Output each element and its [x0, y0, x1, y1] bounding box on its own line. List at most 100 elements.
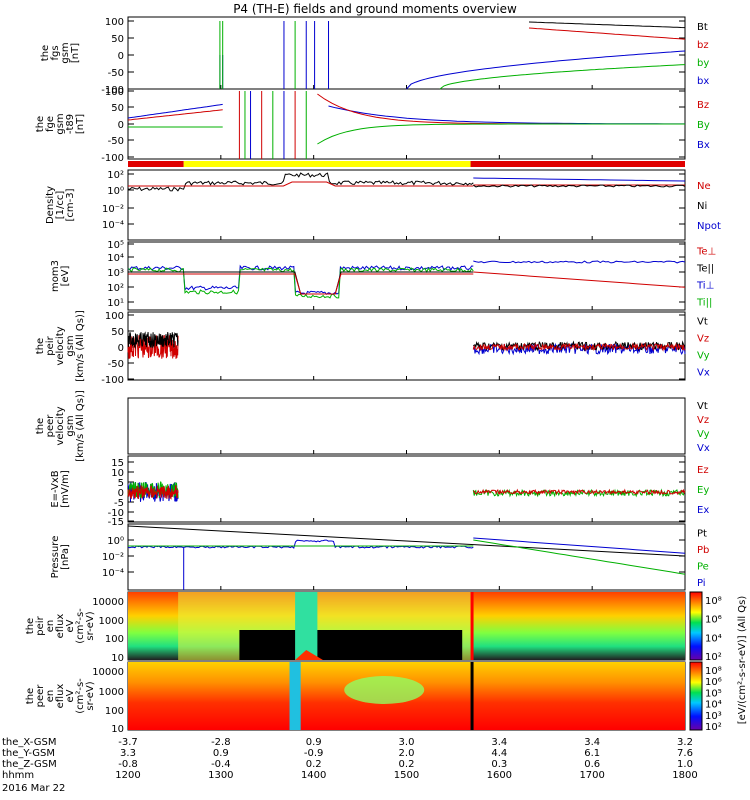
x-axis-value: 0.6	[584, 759, 600, 770]
series-Pt	[127, 525, 686, 557]
tick-label: 10⁵	[107, 240, 124, 251]
legend-entry: bz	[697, 40, 709, 51]
tick-label: 0	[118, 120, 124, 131]
series-Te-b	[473, 271, 686, 288]
x-axis-value: -0.4	[211, 759, 231, 770]
ylabel-line: fgs	[50, 45, 61, 60]
ylabel-efield: E=-VxB [mV/m]	[50, 470, 71, 508]
tick-label: 5	[118, 478, 124, 489]
x-axis-value: 2.0	[399, 748, 415, 759]
colorbar-tick: 10⁴	[705, 633, 722, 644]
series-Pe-b	[473, 539, 686, 575]
plot-title: P4 (TH-E) fields and ground moments over…	[233, 2, 517, 16]
tick-label: 10⁻²	[102, 204, 124, 215]
tick-label: 10²	[107, 283, 124, 294]
ylabel-line: the	[35, 116, 46, 132]
series-Ti-perp	[127, 264, 474, 296]
ylabel-line: [mV/m]	[60, 470, 71, 508]
legend-entry: Ez	[697, 465, 709, 476]
x-axis-value: -2.8	[211, 737, 231, 748]
legend-entry: Ex	[697, 505, 709, 516]
ylabel-line: the	[35, 418, 46, 434]
tick-label: 50	[111, 327, 124, 338]
legend-entry: Bz	[697, 100, 709, 111]
series-Te-par	[128, 271, 474, 295]
tick-label: -50	[108, 359, 124, 370]
tick-label: -5	[114, 498, 124, 509]
series-Npot	[473, 177, 686, 182]
ylabel-line: [km/s (All Qs)]	[75, 310, 86, 382]
panel-frame-press	[127, 523, 686, 591]
bar-red-2	[470, 161, 685, 167]
series-Vz-veli-b	[472, 342, 686, 352]
legend-entry: Ey	[697, 485, 709, 496]
ylabel-line: sr-eV)	[85, 681, 96, 710]
legend-entry: Te||	[696, 264, 714, 275]
date-label: 2016 Mar 22	[2, 783, 66, 794]
x-axis-value: 0.9	[213, 748, 229, 759]
colorbar-tick: 10⁵	[705, 688, 722, 699]
ylabel-fge: the fge gsm -t89 [nT]	[35, 113, 86, 134]
tick-label: 15	[111, 458, 124, 469]
colorbar-tick: 10²	[705, 722, 722, 733]
panel-frame-temp	[127, 241, 686, 311]
x-axis-row-label: the_Y-GSM	[2, 748, 55, 759]
tick-label: 0	[118, 51, 124, 62]
ylabel-fgs: the fgs gsm [nT]	[40, 42, 81, 63]
legend-entry: Bx	[697, 140, 710, 151]
ylabel-line: the	[35, 338, 46, 354]
legend-entry: Vt	[697, 401, 708, 412]
legend-entry: By	[697, 120, 710, 131]
ion-spectrogram-black	[239, 630, 463, 660]
legend-entry: Pt	[697, 528, 707, 539]
tick-label: 10	[111, 724, 124, 735]
series-Ey-b	[472, 488, 686, 498]
ylabel-line: mom3	[50, 260, 61, 292]
series-Bz-fge	[127, 109, 223, 121]
ylabel-line: gsm	[65, 415, 76, 436]
legend-entry: Vy	[697, 429, 710, 440]
ylabel-line: Density	[45, 186, 56, 224]
colorbar	[689, 591, 703, 661]
ylabel-line: peir	[45, 335, 56, 355]
ylabel-line: gsm	[65, 335, 76, 356]
series-Bx-fge-b	[328, 105, 685, 125]
tick-label: 0	[118, 488, 124, 499]
tick-label: -100	[101, 153, 124, 164]
ion-spectrogram-band	[295, 592, 318, 660]
bar-red	[128, 161, 184, 167]
x-axis-value: 0.2	[399, 759, 415, 770]
x-axis-value: -3.7	[118, 737, 138, 748]
tick-label: 10000	[92, 597, 124, 608]
tick-label: 10⁰	[107, 186, 124, 197]
ylabel-line: -t89	[65, 114, 76, 134]
tick-label: -100	[101, 85, 124, 96]
x-axis-value: 3.3	[120, 748, 136, 759]
series-By-fge-b	[317, 123, 685, 145]
panel-vele: the peer velocity gsm [km/s (All Qs)]	[35, 390, 686, 462]
tick-label: 10000	[92, 667, 124, 678]
legend-entry: Pb	[697, 545, 709, 556]
ylabel-line: eV	[65, 689, 76, 702]
series-Ez-b	[473, 488, 686, 496]
ylabel-line: E=-VxB	[50, 470, 61, 507]
ylabel-line: (cm²-s-	[75, 678, 86, 714]
x-axis-value: 1400	[301, 770, 326, 781]
ylabel-ispec: the peir en eflux eV (cm²-s-sr-eV)	[25, 608, 96, 644]
tick-label: -100	[101, 375, 124, 386]
ion-spectrogram-peak	[295, 650, 323, 660]
electron-spectrogram-line	[470, 662, 474, 730]
tick-label: -50	[108, 136, 124, 147]
x-axis-value: 1800	[672, 770, 697, 781]
tick-label: 100	[105, 17, 124, 28]
colorbar	[689, 661, 703, 731]
tick-label: 100	[105, 634, 124, 645]
legend-entry: Vx	[697, 368, 710, 379]
panel-temp: mom3 [eV]	[50, 241, 686, 311]
tick-label: 10⁰	[107, 536, 124, 547]
series-Vt-veli	[127, 331, 179, 349]
ylabel-line: peir	[35, 615, 46, 635]
ylabel-line: [nPa]	[60, 544, 71, 570]
tick-label: 50	[111, 103, 124, 114]
